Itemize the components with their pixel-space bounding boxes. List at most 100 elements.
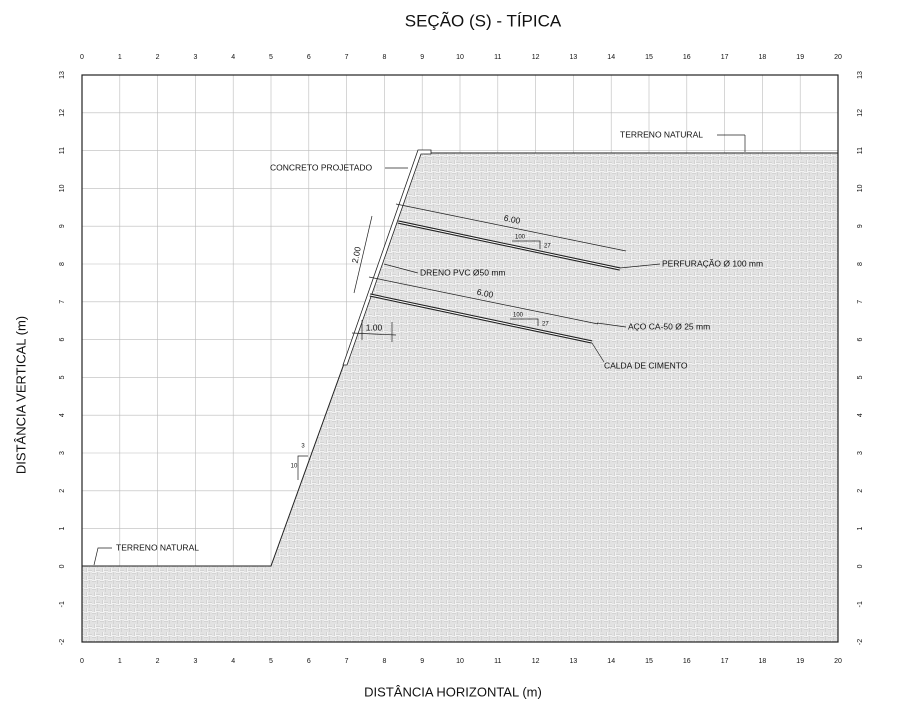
x-tick-label: 9 [420,54,424,61]
x-tick-label: 5 [269,658,273,665]
x-tick-label: 15 [645,54,653,61]
y-tick-label: 7 [59,300,66,304]
x-tick-label: 7 [345,54,349,61]
dim-line [353,215,373,294]
annotation: CONCRETO PROJETADO [270,162,373,172]
slope-label: 3 [301,444,305,450]
slope-mark [297,455,308,480]
x-tick-label: 8 [382,658,386,665]
y-tick-label: 11 [59,147,66,154]
y-tick-label: 10 [857,184,864,192]
dimensions [93,134,746,566]
x-tick-label: 19 [796,54,804,61]
x-tick-label: 16 [683,658,691,665]
y-tick-label: 0 [59,564,66,568]
angle-mark [512,240,541,249]
x-tick-label: 0 [80,658,84,665]
angle-label: 27 [542,322,549,328]
x-axis-label: DISTÂNCIA HORIZONTAL (m) [364,684,542,699]
y-axis-label: DISTÂNCIA VERTICAL (m) [13,316,28,474]
title: SEÇÃO (S) - TÍPICA [405,11,562,30]
y-tick-label: 1 [857,527,864,531]
y-tick-label: 10 [59,184,66,192]
x-tick-label: 2 [156,658,160,665]
x-tick-label: 15 [645,658,653,665]
annotation: DRENO PVC Ø50 mm [420,267,506,277]
y-tick-label: 0 [857,564,864,568]
x-tick-label: 4 [231,54,235,61]
annotation: CALDA DE CIMENTO [604,360,688,370]
x-tick-label: 7 [345,658,349,665]
x-tick-label: 5 [269,54,273,61]
y-tick-label: 1 [59,527,66,531]
soil [82,153,838,642]
x-tick-label: 4 [231,658,235,665]
x-tick-label: 6 [307,54,311,61]
x-tick-label: 19 [796,658,804,665]
angle-mark [510,318,539,326]
x-tick-label: 9 [420,658,424,665]
dimension-label: 2.00 [350,245,363,264]
y-tick-label: 2 [59,489,66,493]
dimension-label: 6.00 [503,213,522,226]
leader [383,263,419,274]
x-tick-label: 16 [683,54,691,61]
y-tick-label: 4 [857,413,864,417]
y-tick-label: 3 [857,451,864,455]
x-tick-label: 3 [193,54,197,61]
x-tick-label: 17 [721,54,729,61]
y-tick-label: 4 [59,413,66,417]
y-tick-label: 7 [857,300,864,304]
x-tick-label: 10 [456,54,464,61]
leader [619,263,661,269]
dimension-label: 6.00 [476,287,495,300]
y-tick-label: 9 [857,224,864,228]
x-tick-label: 6 [307,658,311,665]
x-tick-label: 11 [494,658,501,665]
x-tick-label: 1 [118,54,122,61]
y-tick-label: -2 [857,639,864,645]
x-tick-label: 14 [607,54,615,61]
dim-line [368,276,599,325]
y-tick-label: 3 [59,451,66,455]
dim-line [351,332,397,336]
frame [81,74,839,643]
y-tick-label: -1 [857,601,864,607]
y-tick-label: 5 [857,375,864,379]
y-tick-label: 13 [59,71,66,79]
y-tick-label: 5 [59,375,66,379]
y-tick-label: 12 [857,109,864,117]
nail-core [369,294,593,343]
annotation: TERRENO NATURAL [620,129,703,139]
x-tick-label: 14 [607,658,615,665]
x-tick-label: 17 [721,658,729,665]
x-tick-label: 10 [456,658,464,665]
angle-label: 100 [513,313,524,319]
y-tick-label: -1 [59,601,66,607]
leader [93,547,112,566]
angle-label: 27 [544,244,551,250]
x-tick-label: 3 [193,658,197,665]
x-tick-label: 0 [80,54,84,61]
y-tick-label: 8 [59,262,66,266]
nails [369,220,621,344]
annotation: TERRENO NATURAL [116,542,199,552]
x-tick-label: 18 [759,54,767,61]
slope-label: 10 [291,464,298,470]
x-tick-label: 12 [532,54,540,61]
y-tick-label: 11 [857,147,864,154]
x-tick-label: 2 [156,54,160,61]
leader [596,322,627,328]
x-tick-label: 13 [570,54,578,61]
y-tick-label: 13 [857,71,864,79]
annotation: AÇO CA-50 Ø 25 mm [628,321,710,331]
x-tick-label: 1 [118,658,122,665]
y-tick-label: 8 [857,262,864,266]
x-tick-label: 8 [382,54,386,61]
x-tick-label: 20 [834,658,842,665]
x-tick-label: 11 [494,54,501,61]
x-tick-label: 13 [570,658,578,665]
dimension-label: 1.00 [366,322,383,332]
